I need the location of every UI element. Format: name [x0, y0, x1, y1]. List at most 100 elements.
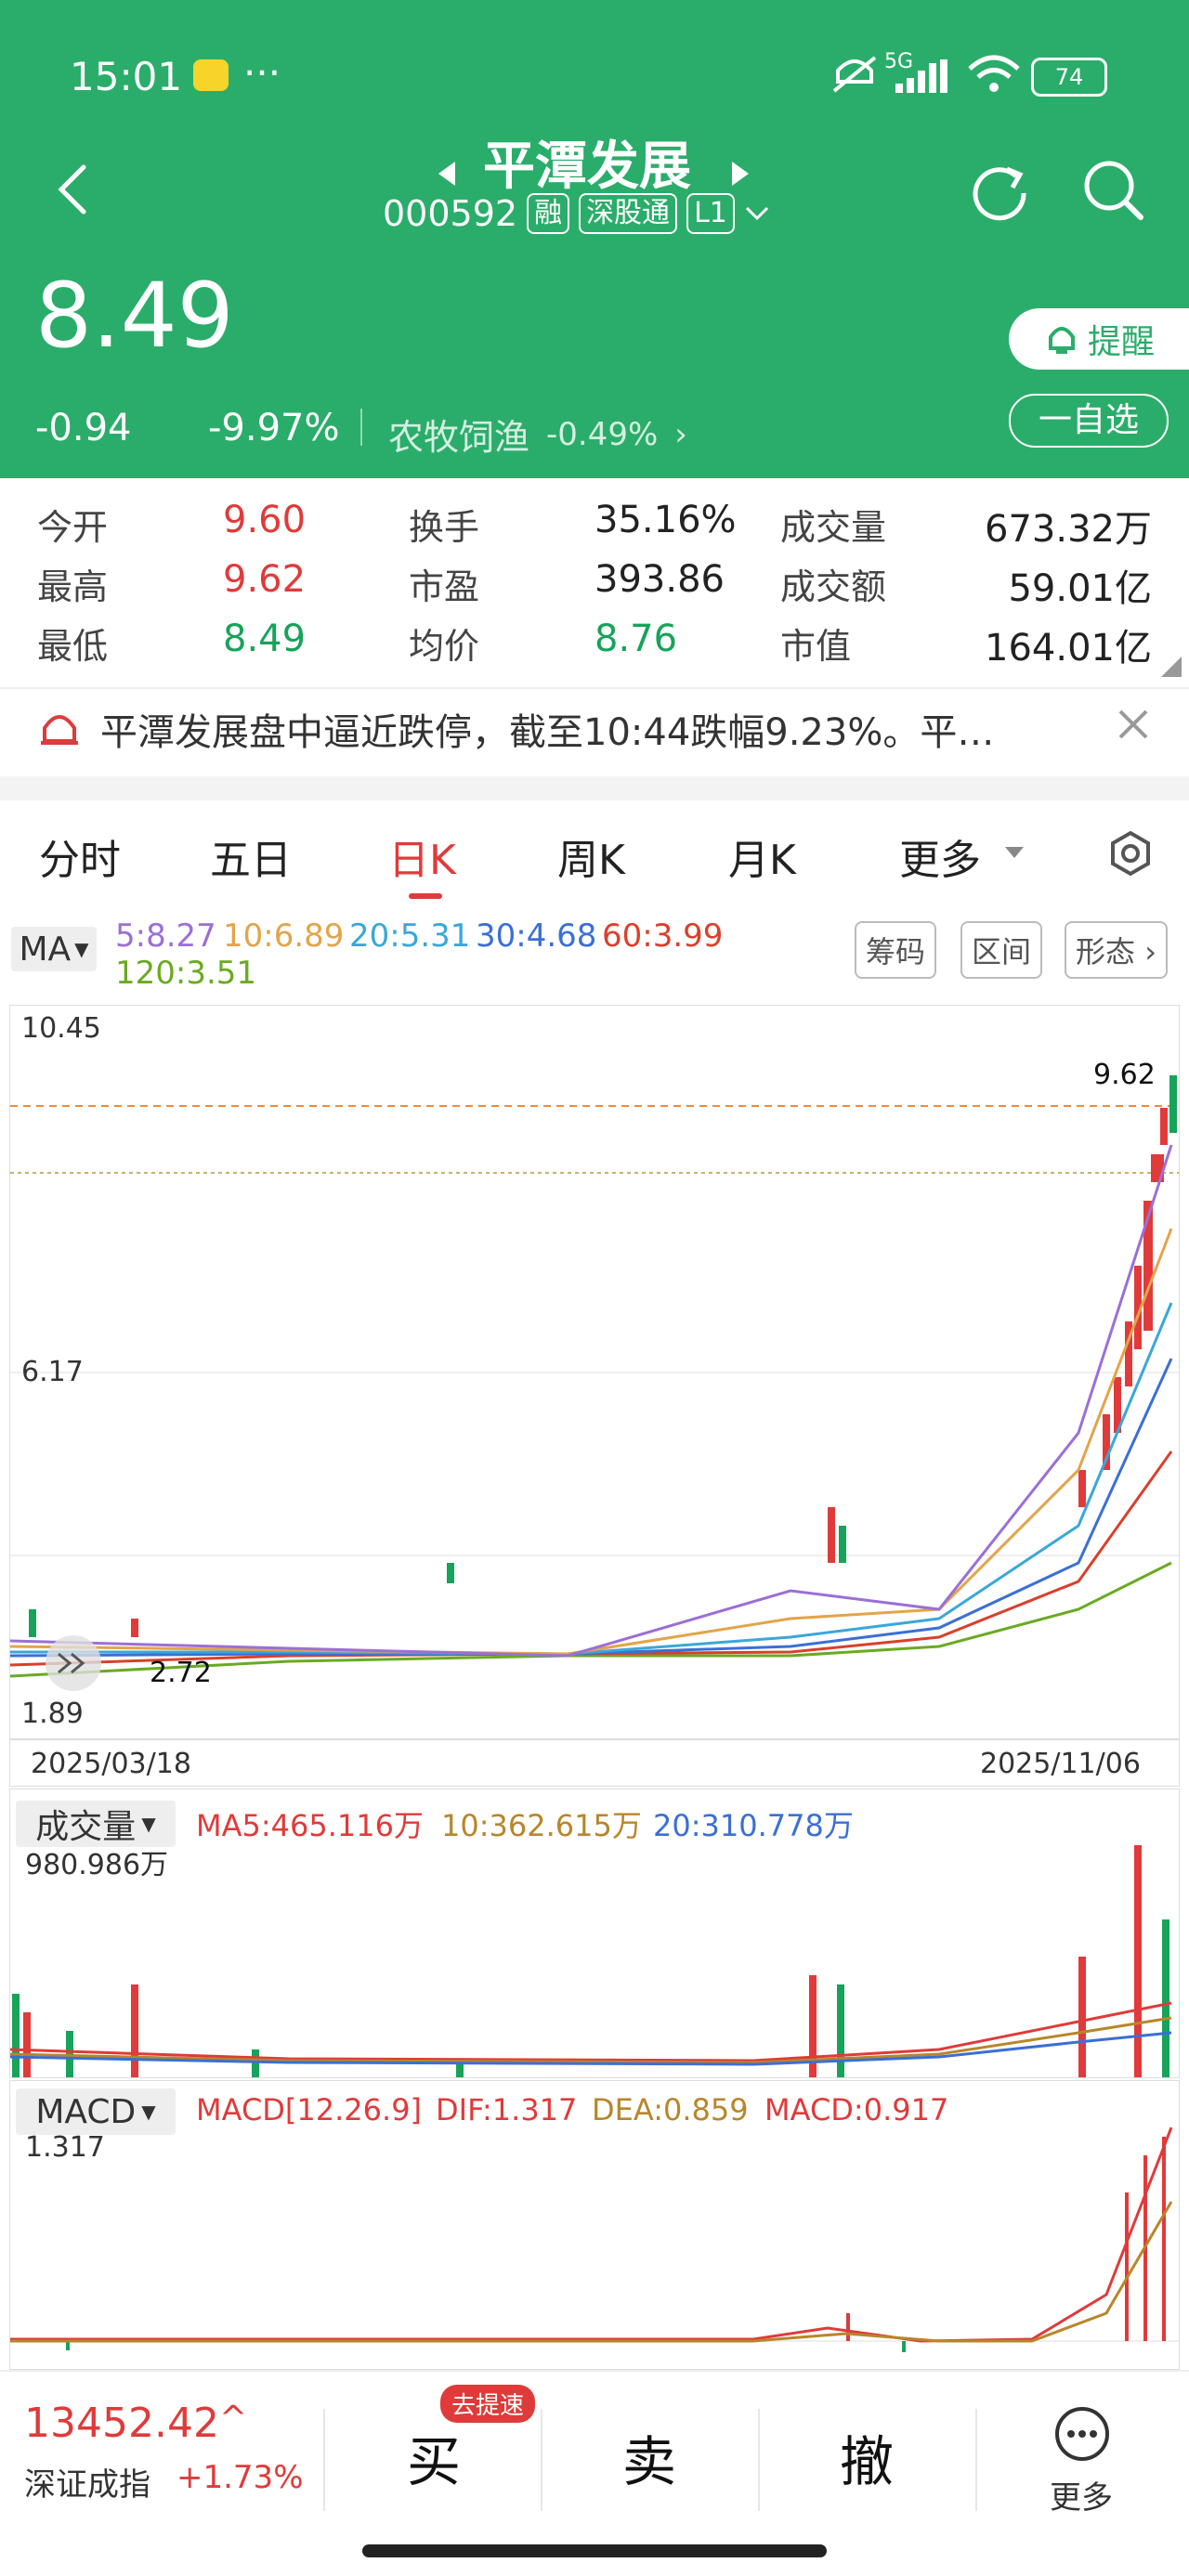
stat-value-open: 9.60	[223, 499, 307, 541]
index-change: +1.73%	[176, 2459, 304, 2496]
divider	[975, 2409, 977, 2511]
watchlist-button[interactable]: 一自选	[1009, 394, 1169, 448]
ma-legend: MA ▼ 5:8.27 10:6.89 20:5.31 30:4.68 60:3.…	[0, 903, 1189, 995]
expand-left-icon[interactable]	[46, 1635, 101, 1691]
search-icon[interactable]	[1081, 158, 1146, 223]
stat-label-mktcap: 市值	[780, 626, 852, 667]
macd-plot	[10, 2127, 1179, 2352]
status-dots: ···	[243, 50, 281, 96]
index-name: 深证成指	[24, 2466, 150, 2504]
divider	[323, 2409, 325, 2511]
tab-intraday[interactable]: 分时	[39, 837, 121, 884]
refresh-icon[interactable]	[970, 160, 1031, 221]
news-banner[interactable]: 平潭发展盘中逼近跌停，截至10:44跌幅9.23%。平…	[0, 687, 1189, 778]
kline-low-marker: 2.72	[150, 1657, 212, 1689]
chevron-down-icon[interactable]	[744, 204, 770, 223]
level-badge: L1	[686, 193, 735, 234]
battery-icon: 74	[1031, 58, 1107, 97]
divider	[360, 409, 362, 446]
macd-params: MACD[12.26.9]	[196, 2092, 423, 2127]
kline-chart[interactable]: 10.45 6.17 1.89 9.62 2.72 2025/03/18 202…	[9, 1006, 1179, 1786]
settings-icon[interactable]	[1107, 830, 1154, 877]
tab-more[interactable]: 更多	[899, 837, 981, 884]
mute-icon	[832, 56, 877, 93]
ma20-value: 20:5.31	[349, 917, 471, 955]
stock-header: 15:01 ··· 5G 74 平潭发展 000592 融 深股通 L1	[0, 0, 1189, 478]
divider	[758, 2409, 760, 2511]
stat-value-pe: 393.86	[594, 558, 725, 601]
margin-badge: 融	[527, 193, 570, 234]
sector-change: -0.49%	[546, 415, 659, 453]
volume-selector-label: 成交量	[35, 1808, 137, 1846]
volume-ma10: 10:362.615万	[441, 1808, 642, 1843]
index-value[interactable]: 13452.42	[24, 2400, 219, 2447]
more-label[interactable]: 更多	[1050, 2479, 1113, 2517]
expand-corner-icon[interactable]	[1159, 655, 1183, 679]
stat-label-avg: 均价	[409, 626, 480, 667]
tab-5day[interactable]: 五日	[210, 837, 292, 884]
remind-button[interactable]: 提醒	[1009, 308, 1189, 370]
kline-candles	[29, 1075, 1177, 1637]
range-button[interactable]: 区间	[960, 921, 1043, 979]
tab-daily-k[interactable]: 日K	[388, 837, 456, 884]
section-gap	[0, 776, 1189, 800]
chevron-right-icon: ›	[674, 415, 687, 453]
kline-date-start: 2025/03/18	[31, 1748, 191, 1780]
volume-ma5: MA5:465.116万	[196, 1808, 424, 1843]
stat-value-turnover: 35.16%	[594, 499, 737, 541]
network-label: 5G	[884, 50, 914, 73]
tab-weekly-k[interactable]: 周K	[557, 837, 625, 884]
volume-selector[interactable]: 成交量 ▼	[16, 1801, 176, 1847]
pattern-button[interactable]: 形态 ›	[1065, 921, 1168, 979]
bottom-trade-bar: 13452.42 ^ 深证成指 +1.73% 买 去提速 卖 撤 更多	[0, 2370, 1189, 2576]
sector-name: 农牧饲渔	[388, 417, 530, 458]
stat-value-avg: 8.76	[594, 618, 678, 660]
next-stock-arrow-icon[interactable]	[730, 160, 752, 188]
last-price: 8.49	[35, 264, 234, 368]
volume-bars	[10, 1845, 1172, 2077]
stat-value-mktcap: 164.01亿	[985, 627, 1152, 670]
tab-monthly-k[interactable]: 月K	[728, 837, 796, 884]
stat-label-turnover: 换手	[409, 507, 480, 548]
status-time: 15:01	[70, 54, 183, 99]
macd-selector[interactable]: MACD ▼	[16, 2088, 176, 2135]
signal-icon	[895, 59, 947, 93]
caret-down-icon: ▼	[141, 2101, 156, 2123]
stat-label-open: 今开	[37, 507, 109, 548]
chart-tabs: 分时 五日 日K 周K 月K 更多	[0, 800, 1189, 904]
close-icon[interactable]	[1117, 708, 1150, 741]
stock-code-row: 000592 融 深股通 L1	[383, 193, 770, 234]
app-notification-icon	[193, 59, 229, 91]
price-change: -0.94	[35, 407, 132, 449]
stat-value-volume: 673.32万	[985, 508, 1152, 551]
kline-date-end: 2025/11/06	[980, 1748, 1141, 1780]
buy-button[interactable]: 买	[407, 2430, 462, 2493]
sector-link[interactable]: 农牧饲渔 -0.49% ›	[388, 409, 687, 460]
ma60-value: 60:3.99	[602, 917, 724, 955]
ma-selector[interactable]: MA ▼	[11, 927, 97, 971]
kline-y-mid: 6.17	[21, 1356, 84, 1388]
volume-chart-area[interactable]: 成交量 ▼ MA5:465.116万 10:362.615万 20:310.778…	[9, 1789, 1180, 2078]
chips-button[interactable]: 筹码	[855, 921, 937, 979]
more-dots-icon[interactable]	[1053, 2405, 1111, 2463]
prev-stock-arrow-icon[interactable]	[435, 160, 457, 188]
ma120-value: 120:3.51	[115, 955, 257, 992]
sell-button[interactable]: 卖	[622, 2430, 677, 2493]
stock-code: 000592	[383, 193, 518, 234]
stat-value-high: 9.62	[223, 558, 307, 601]
kline-chart-area[interactable]: 10.45 6.17 1.89 9.62 2.72 2025/03/18 202…	[9, 1005, 1180, 1787]
caret-up-icon: ^	[219, 2400, 248, 2438]
alarm-icon	[41, 715, 78, 745]
price-change-pct: -9.97%	[208, 407, 340, 449]
stats-grid: 今开 9.60 最高 9.62 最低 8.49 换手 35.16% 市盈 393…	[0, 478, 1189, 687]
kline-high-marker: 9.62	[1093, 1059, 1156, 1091]
news-text: 平潭发展盘中逼近跌停，截至10:44跌幅9.23%。平…	[100, 711, 995, 754]
back-arrow-icon[interactable]	[54, 163, 91, 215]
ma5-value: 5:8.27	[115, 917, 216, 955]
macd-dea: DEA:0.859	[592, 2092, 749, 2127]
kline-y-low: 1.89	[21, 1698, 84, 1730]
home-indicator[interactable]	[362, 2544, 827, 2557]
macd-selector-label: MACD	[35, 2092, 137, 2131]
cancel-order-button[interactable]: 撤	[840, 2430, 895, 2493]
macd-chart-area[interactable]: MACD ▼ MACD[12.26.9] DIF:1.317 DEA:0.859 …	[9, 2080, 1180, 2370]
